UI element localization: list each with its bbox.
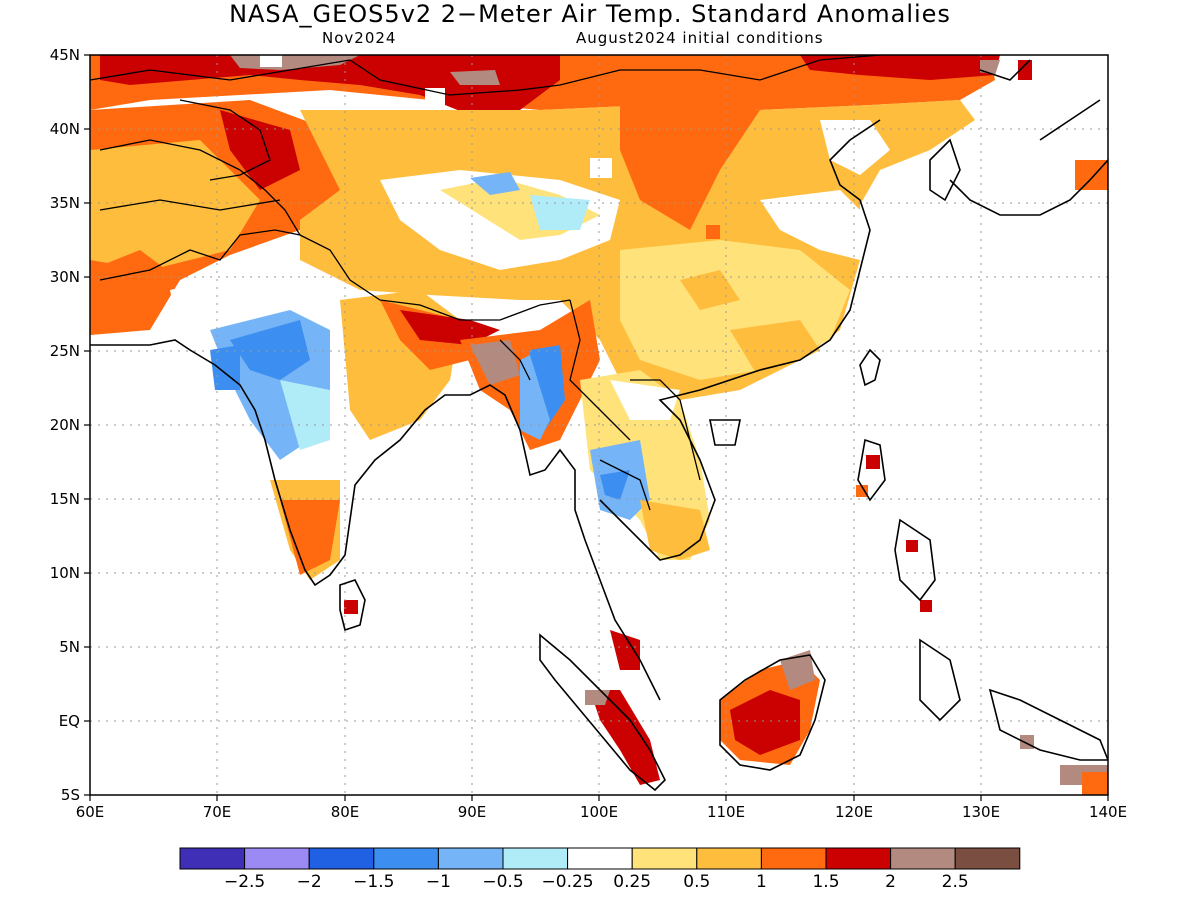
colorbar-swatch	[954, 847, 1021, 870]
lat-label: 10N	[49, 564, 80, 582]
colorbar-swatch	[760, 847, 827, 870]
colorbar-label: −1	[425, 872, 451, 892]
lon-label: 80E	[330, 803, 360, 821]
colorbar-label: −1.5	[353, 872, 395, 892]
lat-label: 15N	[49, 490, 80, 508]
colorbar-swatch	[890, 847, 956, 870]
map-title: NASA_GEOS5v2 2−Meter Air Temp. Standard …	[229, 0, 951, 28]
colorbar-label: 2.5	[941, 872, 969, 892]
lat-label: 20N	[49, 416, 80, 434]
colorbar-label: −2.5	[223, 872, 266, 892]
lon-label: 140E	[1088, 803, 1128, 821]
lon-label: 110E	[706, 803, 746, 821]
colorbar-swatch	[437, 847, 504, 870]
colorbar-swatch	[308, 847, 375, 870]
colorbar-swatch	[825, 847, 892, 870]
colorbar-label: −0.5	[482, 872, 524, 892]
colorbar-swatch	[631, 847, 698, 870]
lon-label: 120E	[834, 803, 874, 821]
colorbar-label: 1.5	[812, 872, 840, 892]
forecast-month: Nov2024	[322, 29, 397, 47]
lat-label: EQ	[58, 712, 80, 730]
coastlines	[90, 59, 1108, 792]
lon-label: 90E	[457, 803, 487, 821]
lat-label: 5S	[60, 786, 80, 804]
colorbar-swatch	[244, 847, 310, 870]
lon-label: 70E	[202, 803, 232, 821]
colorbar-swatch	[502, 847, 569, 870]
colorbar-label: 1	[755, 872, 767, 892]
lat-label: 30N	[49, 268, 80, 286]
colorbar-swatch	[179, 847, 246, 870]
lat-label: 35N	[49, 194, 80, 212]
gridlines	[90, 55, 1108, 795]
colorbar-label: 2	[885, 872, 896, 892]
lon-label: 130E	[961, 803, 1001, 821]
lat-label: 45N	[49, 46, 80, 64]
lat-label: 5N	[59, 638, 80, 656]
initial-conditions: August2024 initial conditions	[576, 29, 824, 47]
colorbar-swatch	[696, 847, 762, 870]
lon-label: 100E	[579, 803, 619, 821]
lat-label: 40N	[49, 120, 80, 138]
axis-ticks	[84, 54, 1109, 801]
colorbar-swatch	[567, 847, 633, 870]
colorbar-label: 0.5	[683, 872, 711, 892]
colorbar-swatch	[373, 847, 439, 870]
colorbar-label: −2	[296, 872, 322, 892]
colorbar-label: 0.25	[613, 872, 652, 892]
lon-label: 60E	[75, 803, 105, 821]
colorbar	[179, 847, 1021, 870]
colorbar-label: −0.25	[541, 872, 594, 892]
country-borders	[90, 55, 881, 511]
lat-label: 25N	[49, 342, 80, 360]
